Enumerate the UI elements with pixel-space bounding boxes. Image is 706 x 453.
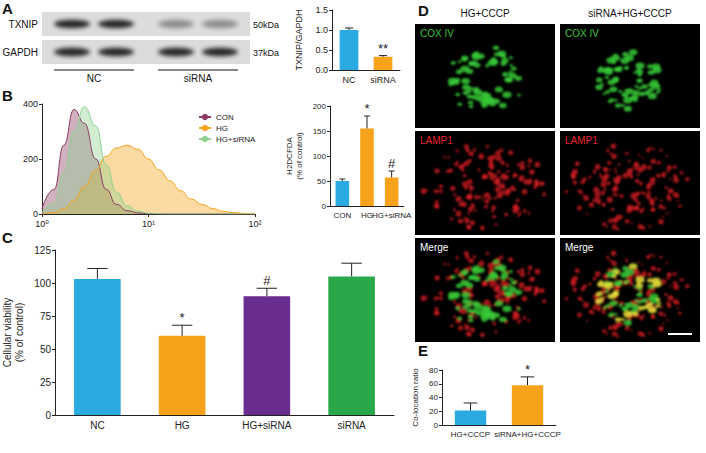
svg-text:37kDa: 37kDa: [253, 48, 279, 58]
svg-text:HG: HG: [216, 124, 228, 133]
svg-text:NC: NC: [343, 75, 356, 85]
svg-text:D: D: [418, 2, 429, 19]
svg-text:siRNA: siRNA: [337, 420, 366, 431]
svg-text:HG+siRNA: HG+siRNA: [216, 135, 256, 144]
svg-text:COX IV: COX IV: [565, 28, 599, 39]
svg-text:0: 0: [45, 410, 51, 421]
svg-text:1.0: 1.0: [315, 25, 328, 35]
svg-text:10¹: 10¹: [142, 219, 155, 229]
svg-text:*: *: [525, 362, 530, 377]
svg-text:HG+siRNA: HG+siRNA: [372, 211, 412, 220]
svg-text:TXNIP: TXNIP: [9, 19, 39, 30]
svg-text:400: 400: [23, 99, 38, 109]
svg-text:*: *: [180, 310, 185, 325]
svg-text:HG+CCCP: HG+CCCP: [460, 8, 510, 19]
svg-text:75: 75: [40, 311, 52, 322]
svg-text:Co-location ratio: Co-location ratio: [411, 368, 420, 427]
svg-text:*: *: [364, 101, 369, 116]
svg-text:CON: CON: [333, 211, 351, 220]
svg-text:0.0: 0.0: [315, 65, 328, 75]
svg-text:TXNIP/GAPDH: TXNIP/GAPDH: [294, 9, 304, 70]
svg-text:50kDa: 50kDa: [253, 20, 279, 30]
svg-text:LAMP1: LAMP1: [565, 135, 598, 146]
svg-text:HG+CCCP: HG+CCCP: [451, 430, 490, 439]
svg-text:0: 0: [33, 209, 38, 219]
svg-text:C: C: [2, 229, 13, 246]
svg-text:siRNA: siRNA: [370, 75, 396, 85]
svg-text:HG+siRNA: HG+siRNA: [242, 420, 292, 431]
svg-text:10⁰: 10⁰: [35, 219, 49, 229]
svg-text:100: 100: [34, 278, 51, 289]
svg-text:CON: CON: [216, 113, 234, 122]
svg-text:B: B: [2, 87, 13, 104]
svg-text:**: **: [378, 41, 388, 56]
svg-text:80: 80: [429, 366, 438, 375]
svg-text:GAPDH: GAPDH: [2, 47, 38, 58]
svg-text:200: 200: [23, 154, 38, 164]
svg-text:siRNA+HG+CCCP: siRNA+HG+CCCP: [494, 430, 561, 439]
svg-text:COX IV: COX IV: [420, 28, 454, 39]
svg-text:HG: HG: [175, 420, 190, 431]
svg-text:25: 25: [40, 377, 52, 388]
svg-text:LAMP1: LAMP1: [420, 135, 453, 146]
svg-text:Cellular viability: Cellular viability: [2, 298, 13, 367]
svg-text:60: 60: [429, 379, 438, 388]
svg-text:1.5: 1.5: [315, 5, 328, 15]
svg-text:0: 0: [434, 421, 439, 430]
svg-text:50: 50: [40, 344, 52, 355]
svg-text:(% of control): (% of control): [295, 132, 304, 180]
svg-text:Merge: Merge: [565, 242, 594, 253]
svg-text:siRNA+HG+CCCP: siRNA+HG+CCCP: [588, 8, 672, 19]
svg-text:NC: NC: [87, 73, 101, 84]
svg-text:50: 50: [317, 177, 326, 186]
svg-text:HG: HG: [361, 210, 373, 220]
svg-text:#: #: [263, 273, 271, 288]
svg-text:(% of control): (% of control): [14, 303, 25, 362]
svg-text:#: #: [388, 156, 396, 171]
svg-text:NC: NC: [90, 420, 104, 431]
svg-text:200: 200: [313, 102, 327, 111]
svg-text:0: 0: [322, 202, 327, 211]
svg-text:40: 40: [429, 393, 438, 402]
svg-text:0.5: 0.5: [315, 45, 328, 55]
svg-text:20: 20: [429, 407, 438, 416]
svg-text:E: E: [418, 342, 428, 359]
svg-text:Merge: Merge: [420, 242, 449, 253]
svg-text:A: A: [2, 0, 13, 17]
svg-text:100: 100: [313, 152, 327, 161]
svg-text:125: 125: [34, 245, 51, 256]
svg-text:10²: 10²: [248, 219, 261, 229]
svg-text:150: 150: [313, 127, 327, 136]
svg-text:H2DCFDA: H2DCFDA: [285, 136, 294, 174]
svg-text:siRNA: siRNA: [184, 73, 213, 84]
